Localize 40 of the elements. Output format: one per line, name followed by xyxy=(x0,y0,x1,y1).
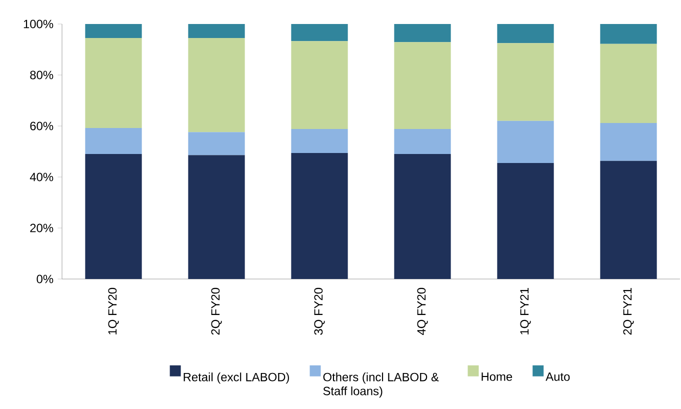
bar xyxy=(291,24,348,42)
bar xyxy=(600,160,657,279)
legend-label: Auto xyxy=(546,372,570,381)
bar xyxy=(291,41,348,130)
bar xyxy=(85,128,142,154)
x-tick-label: 2Q FY20 xyxy=(211,288,222,335)
bar xyxy=(600,24,657,44)
x-tick-label: 3Q FY20 xyxy=(314,288,325,335)
x-tick-label: 1Q FY21 xyxy=(520,288,531,334)
legend-label: Retail (excl LABOD) xyxy=(184,372,289,384)
bar xyxy=(188,132,245,156)
bar xyxy=(394,129,451,154)
bar xyxy=(188,24,245,38)
bar xyxy=(600,44,657,123)
bar xyxy=(497,120,554,163)
bar xyxy=(85,154,142,279)
x-tick-label: 1Q FY20 xyxy=(108,288,119,334)
x-tick-label: 4Q FY20 xyxy=(417,288,428,335)
bar xyxy=(291,129,348,154)
bar xyxy=(394,42,451,130)
y-tick-label: 0% xyxy=(36,274,54,284)
bar xyxy=(497,24,554,44)
y-tick-label: 20% xyxy=(30,224,54,232)
y-tick-label: 100% xyxy=(24,20,54,28)
bar xyxy=(188,38,245,132)
bar xyxy=(600,122,657,161)
bar xyxy=(291,153,348,279)
x-tick-label: 2Q FY21 xyxy=(623,288,634,335)
legend-label: Home xyxy=(482,372,512,381)
bar xyxy=(497,43,554,121)
y-tick-label: 80% xyxy=(30,70,54,80)
bar xyxy=(85,24,142,38)
bar xyxy=(497,162,554,279)
bar xyxy=(394,24,451,42)
bar xyxy=(188,155,245,279)
legend-label: Others (incl LABOD & Staff loans) xyxy=(323,372,439,398)
y-tick-label: 60% xyxy=(30,122,54,130)
y-tick-label: 40% xyxy=(30,172,54,182)
bar xyxy=(394,154,451,279)
bar xyxy=(85,38,142,128)
